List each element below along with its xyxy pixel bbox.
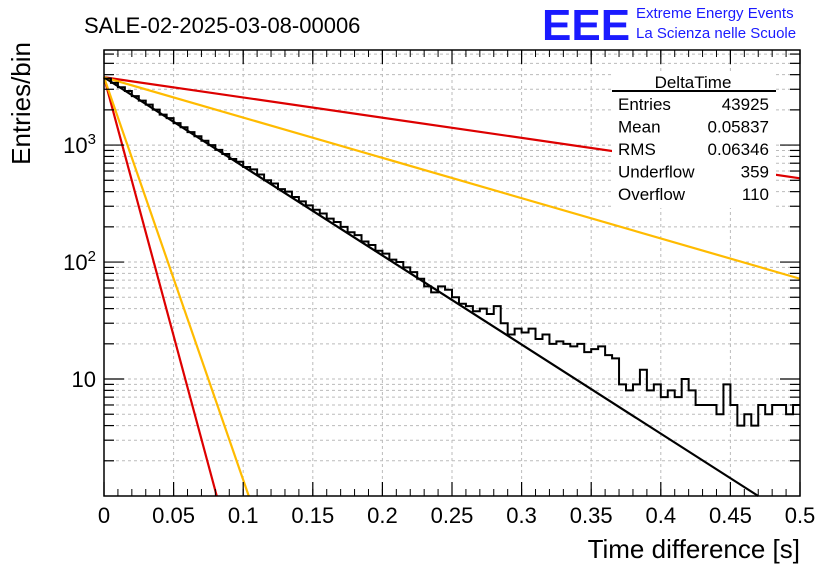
x-tick-label: 0.2 [367,503,398,528]
x-tick-label: 0.3 [506,503,537,528]
x-tick-label: 0.15 [291,503,334,528]
stats-box-title: DeltaTime [655,73,732,92]
stats-row-value: 0.06346 [708,140,769,159]
fit-line [103,76,801,280]
x-tick-label: 0 [98,503,110,528]
eee-logo: EEE [542,1,630,50]
stats-row-label: Entries [618,95,671,114]
fit-line [102,76,218,497]
stats-row-value: 43925 [722,95,769,114]
histogram-series [104,77,800,427]
fit-line [102,76,250,497]
x-axis-title: Time difference [s] [588,534,800,564]
y-tick-label: 10 [72,367,96,392]
stats-row-label: Mean [618,118,661,137]
stats-row-label: Underflow [618,163,695,182]
y-tick-label: 102 [63,248,96,275]
x-axis: 0 0.05 0.1 0.15 0.2 0.25 0.3 0.35 0.4 0.45 0.5 [98,50,815,528]
x-tick-label: 0.05 [152,503,195,528]
plot-title: SALE-02-2025-03-08-00006 [84,13,360,38]
stats-row-label: Overflow [618,185,686,204]
stats-box: DeltaTime Entries 43925 Mean 0.05837 RMS 0.06… [612,72,776,208]
grid [103,50,801,496]
x-tick-label: 0.25 [431,503,474,528]
x-tick-label: 0.35 [570,503,613,528]
y-tick-label: 103 [63,131,96,158]
stats-row-label: RMS [618,140,656,159]
stats-row-value: 359 [741,163,769,182]
stats-row-value: 0.05837 [708,118,769,137]
org-name-line1: Extreme Energy Events [636,5,794,22]
x-tick-label: 0.5 [785,503,816,528]
org-name-line2: La Scienza nelle Scuole [636,25,796,42]
x-tick-label: 0.45 [709,503,752,528]
y-axis: 10 102 103 [63,53,800,462]
y-axis-title: Entries/bin [6,42,36,165]
x-tick-label: 0.4 [646,503,677,528]
x-tick-label: 0.1 [228,503,259,528]
stats-row-value: 110 [742,185,769,204]
